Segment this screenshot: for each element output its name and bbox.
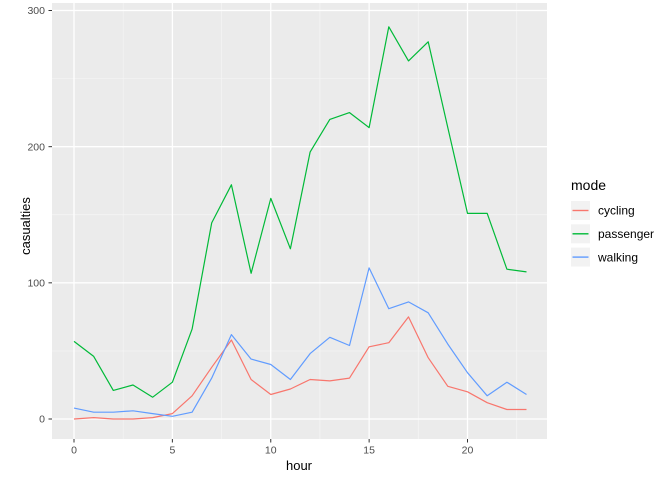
x-tick-labels: 0 5 10 15 20	[71, 445, 473, 457]
legend-label-cycling: cycling	[598, 204, 635, 218]
minor-gridlines	[52, 3, 547, 439]
y-tick-labels: 0 100 200 300	[27, 5, 45, 425]
plot-panel	[52, 3, 547, 439]
x-axis-title: hour	[286, 458, 313, 473]
y-tick-label: 200	[27, 141, 45, 153]
legend: mode cycling passenger walking	[571, 177, 654, 267]
legend-item-walking: walking	[571, 247, 638, 267]
series-lines	[73, 26, 527, 420]
y-tick-label: 300	[27, 5, 45, 17]
legend-items: cycling passenger walking	[571, 201, 654, 267]
axis-tick-marks	[48, 10, 469, 443]
legend-label-walking: walking	[597, 250, 638, 264]
legend-item-passenger: passenger	[571, 224, 654, 244]
series-line-walking	[73, 267, 527, 417]
y-axis-title: casualties	[18, 197, 33, 255]
x-tick-label: 0	[71, 445, 77, 457]
x-tick-label: 5	[169, 445, 175, 457]
x-tick-label: 10	[265, 445, 277, 457]
y-tick-label: 0	[39, 414, 45, 426]
major-gridlines	[52, 3, 547, 439]
x-tick-label: 20	[462, 445, 474, 457]
x-tick-label: 15	[363, 445, 375, 457]
y-tick-label: 100	[27, 278, 45, 290]
series-line-cycling	[73, 316, 527, 420]
legend-title: mode	[571, 177, 606, 193]
legend-label-passenger: passenger	[598, 227, 654, 241]
series-line-passenger	[73, 26, 527, 398]
legend-item-cycling: cycling	[571, 201, 635, 220]
